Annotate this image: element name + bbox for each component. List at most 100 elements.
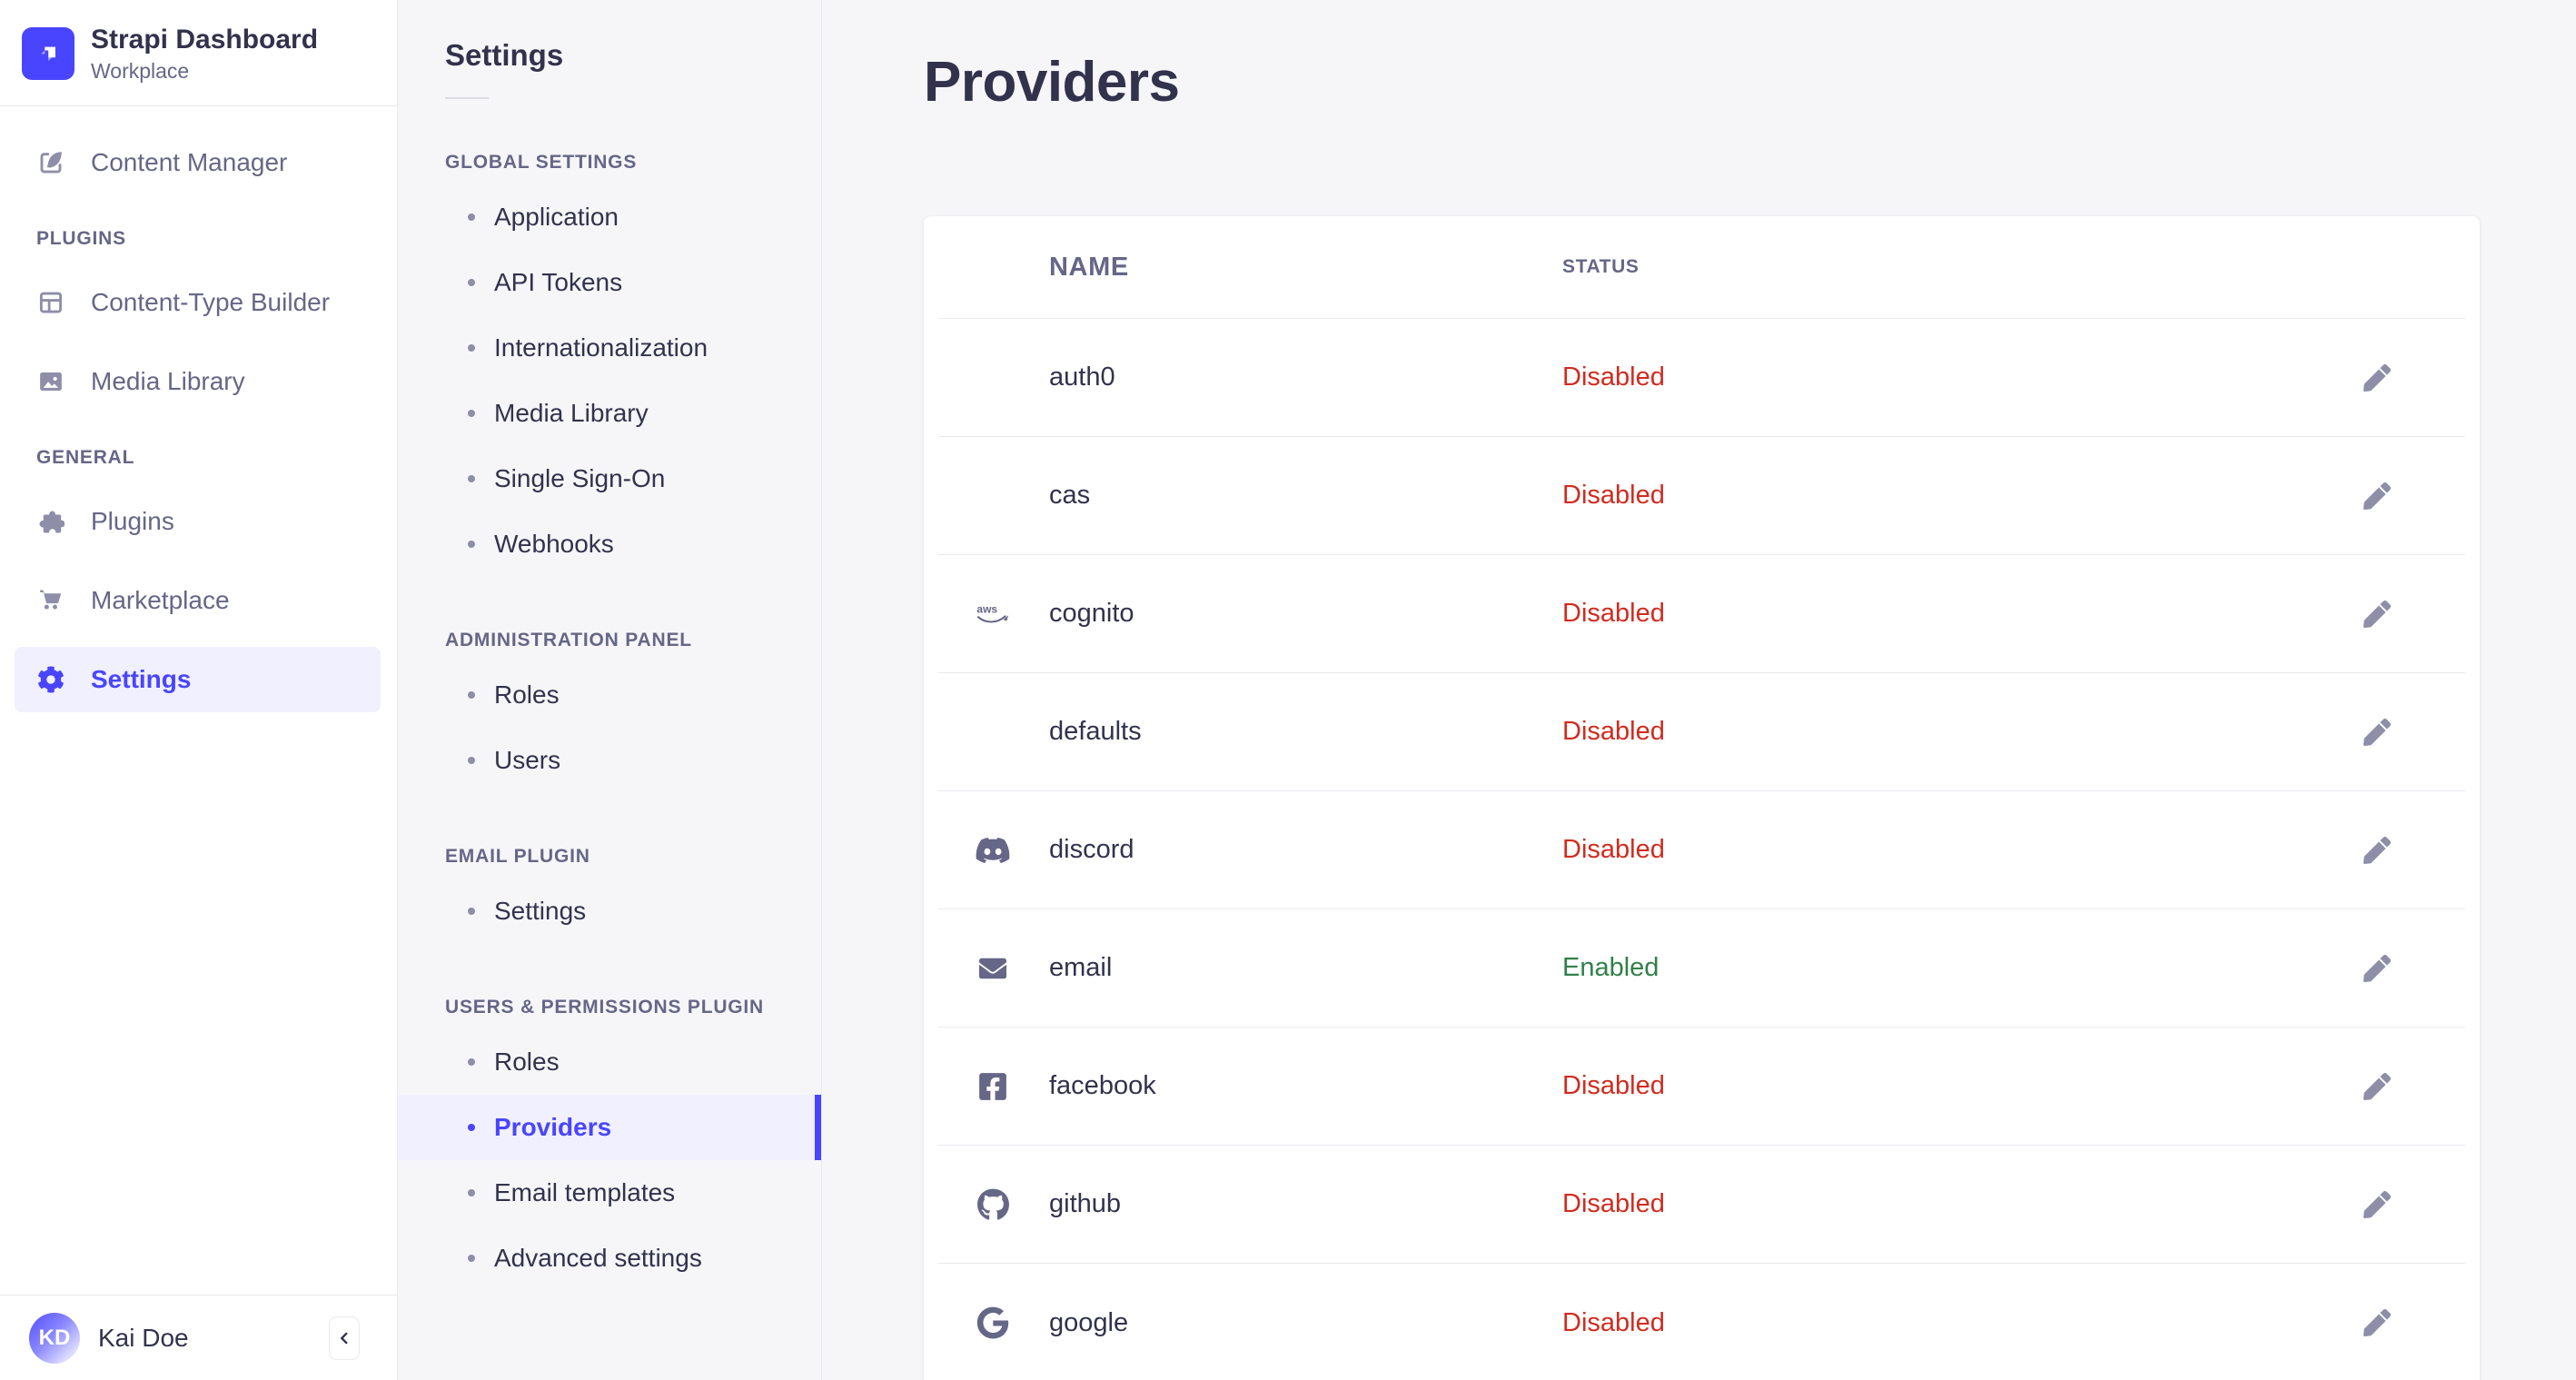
bullet-icon: [468, 908, 475, 915]
main-nav: Content Manager PLUGINS Content-Type Bui…: [0, 106, 397, 1295]
edit-button[interactable]: [2362, 599, 2393, 630]
bullet-icon: [468, 1255, 475, 1262]
sidebar-item-media-library[interactable]: Media Library: [0, 349, 397, 414]
puzzle-icon: [36, 507, 65, 536]
pencil-icon: [2363, 363, 2391, 392]
subnav-item-application[interactable]: Application: [398, 184, 821, 250]
collapse-sidebar-button[interactable]: [329, 1315, 360, 1360]
chevron-left-icon: [334, 1328, 354, 1348]
edit-button[interactable]: [2362, 481, 2393, 511]
table-row: google Disabled: [938, 1264, 2465, 1380]
provider-name: facebook: [1049, 1071, 1156, 1100]
sidebar-item-label: Settings: [91, 665, 192, 693]
bullet-icon: [468, 213, 475, 221]
subnav-item-admin-roles[interactable]: Roles: [398, 662, 821, 728]
discord-icon: [975, 836, 1011, 865]
edit-button[interactable]: [2362, 835, 2393, 866]
edit-button[interactable]: [2362, 1071, 2393, 1102]
pencil-icon: [2363, 718, 2391, 746]
svg-text:aws: aws: [976, 602, 997, 615]
table-row: auth0 Disabled: [938, 319, 2465, 437]
brand[interactable]: Strapi Dashboard Workplace: [0, 0, 397, 105]
pencil-icon: [2363, 600, 2391, 628]
table-row: facebook Disabled: [938, 1028, 2465, 1146]
subnav-item-label: Settings: [494, 897, 587, 925]
subnav-section-administration-panel: ADMINISTRATION PANEL: [445, 630, 692, 650]
main-sidebar: Strapi Dashboard Workplace Content Manag…: [0, 0, 398, 1380]
bullet-icon: [468, 1058, 475, 1066]
subnav-item-label: Providers: [494, 1113, 612, 1141]
sidebar-item-label: Plugins: [91, 507, 174, 535]
bullet-icon: [468, 279, 475, 286]
sidebar-item-plugins[interactable]: Plugins: [0, 489, 397, 554]
subnav-item-single-sign-on[interactable]: Single Sign-On: [398, 446, 821, 511]
edit-button[interactable]: [2362, 1307, 2393, 1338]
subnav-item-label: Users: [494, 746, 561, 774]
bullet-icon: [468, 410, 475, 417]
image-icon: [36, 367, 65, 396]
settings-subnav: Settings GLOBAL SETTINGS Application API…: [398, 0, 822, 1380]
sidebar-item-settings[interactable]: Settings: [15, 647, 381, 712]
table-row: aws cognito Disabled: [938, 555, 2465, 673]
subnav-item-label: Roles: [494, 1047, 560, 1076]
pencil-icon: [2363, 1309, 2391, 1336]
subnav-item-advanced-settings[interactable]: Advanced settings: [398, 1226, 821, 1291]
bullet-icon: [468, 1189, 475, 1196]
cart-icon: [36, 586, 65, 615]
aws-icon: aws: [975, 600, 1011, 629]
sidebar-item-content-type-builder[interactable]: Content-Type Builder: [0, 270, 397, 335]
main-content: Providers NAME STATUS auth0 Disabled cas: [822, 0, 2576, 1380]
envelope-icon: [975, 955, 1011, 982]
subnav-item-label: Webhooks: [494, 530, 614, 558]
avatar[interactable]: KD: [29, 1312, 80, 1364]
provider-name: defaults: [1049, 717, 1142, 746]
sidebar-item-marketplace[interactable]: Marketplace: [0, 568, 397, 633]
provider-name: google: [1049, 1307, 1129, 1337]
provider-name: github: [1049, 1189, 1122, 1218]
subnav-item-admin-users[interactable]: Users: [398, 728, 821, 793]
subnav-item-label: Internationalization: [494, 333, 708, 362]
status-badge: Enabled: [1562, 953, 1660, 982]
subnav-item-internationalization[interactable]: Internationalization: [398, 315, 821, 381]
edit-button[interactable]: [2362, 953, 2393, 984]
subnav-item-up-roles[interactable]: Roles: [398, 1029, 821, 1095]
subnav-item-api-tokens[interactable]: API Tokens: [398, 250, 821, 315]
sidebar-item-label: Content-Type Builder: [91, 288, 331, 316]
page-title: Providers: [924, 51, 1180, 114]
status-badge: Disabled: [1562, 1307, 1665, 1337]
providers-table-card: NAME STATUS auth0 Disabled cas Disabled: [924, 216, 2480, 1380]
status-badge: Disabled: [1562, 481, 1665, 510]
divider: [0, 105, 397, 106]
edit-button[interactable]: [2362, 717, 2393, 748]
subnav-title: Settings: [445, 38, 564, 72]
subnav-item-media-library[interactable]: Media Library: [398, 381, 821, 446]
pencil-icon: [2363, 482, 2391, 510]
bullet-icon: [468, 1124, 475, 1131]
subnav-item-label: API Tokens: [494, 268, 623, 296]
subnav-item-webhooks[interactable]: Webhooks: [398, 511, 821, 577]
nav-section-plugins: PLUGINS: [36, 228, 126, 249]
strapi-logo-icon: [22, 27, 74, 80]
provider-name: discord: [1049, 835, 1134, 864]
sidebar-item-label: Content Manager: [91, 148, 288, 176]
status-badge: Disabled: [1562, 1071, 1665, 1100]
table-row: github Disabled: [938, 1146, 2465, 1264]
sidebar-item-content-manager[interactable]: Content Manager: [0, 130, 397, 195]
subnav-item-label: Roles: [494, 680, 560, 709]
facebook-icon: [975, 1071, 1011, 1102]
edit-button[interactable]: [2362, 362, 2393, 393]
gear-icon: [36, 665, 65, 694]
subnav-item-email-settings[interactable]: Settings: [398, 879, 821, 944]
table-row: defaults Disabled: [938, 673, 2465, 791]
table-row: cas Disabled: [938, 437, 2465, 555]
pencil-icon: [2363, 836, 2391, 864]
pen-square-icon: [36, 148, 65, 177]
status-badge: Disabled: [1562, 717, 1665, 746]
status-badge: Disabled: [1562, 835, 1665, 864]
provider-name: cas: [1049, 481, 1091, 510]
subnav-item-providers[interactable]: Providers: [398, 1095, 821, 1160]
subnav-section-global-settings: GLOBAL SETTINGS: [445, 152, 638, 173]
subnav-item-email-templates[interactable]: Email templates: [398, 1160, 821, 1226]
edit-button[interactable]: [2362, 1189, 2393, 1220]
